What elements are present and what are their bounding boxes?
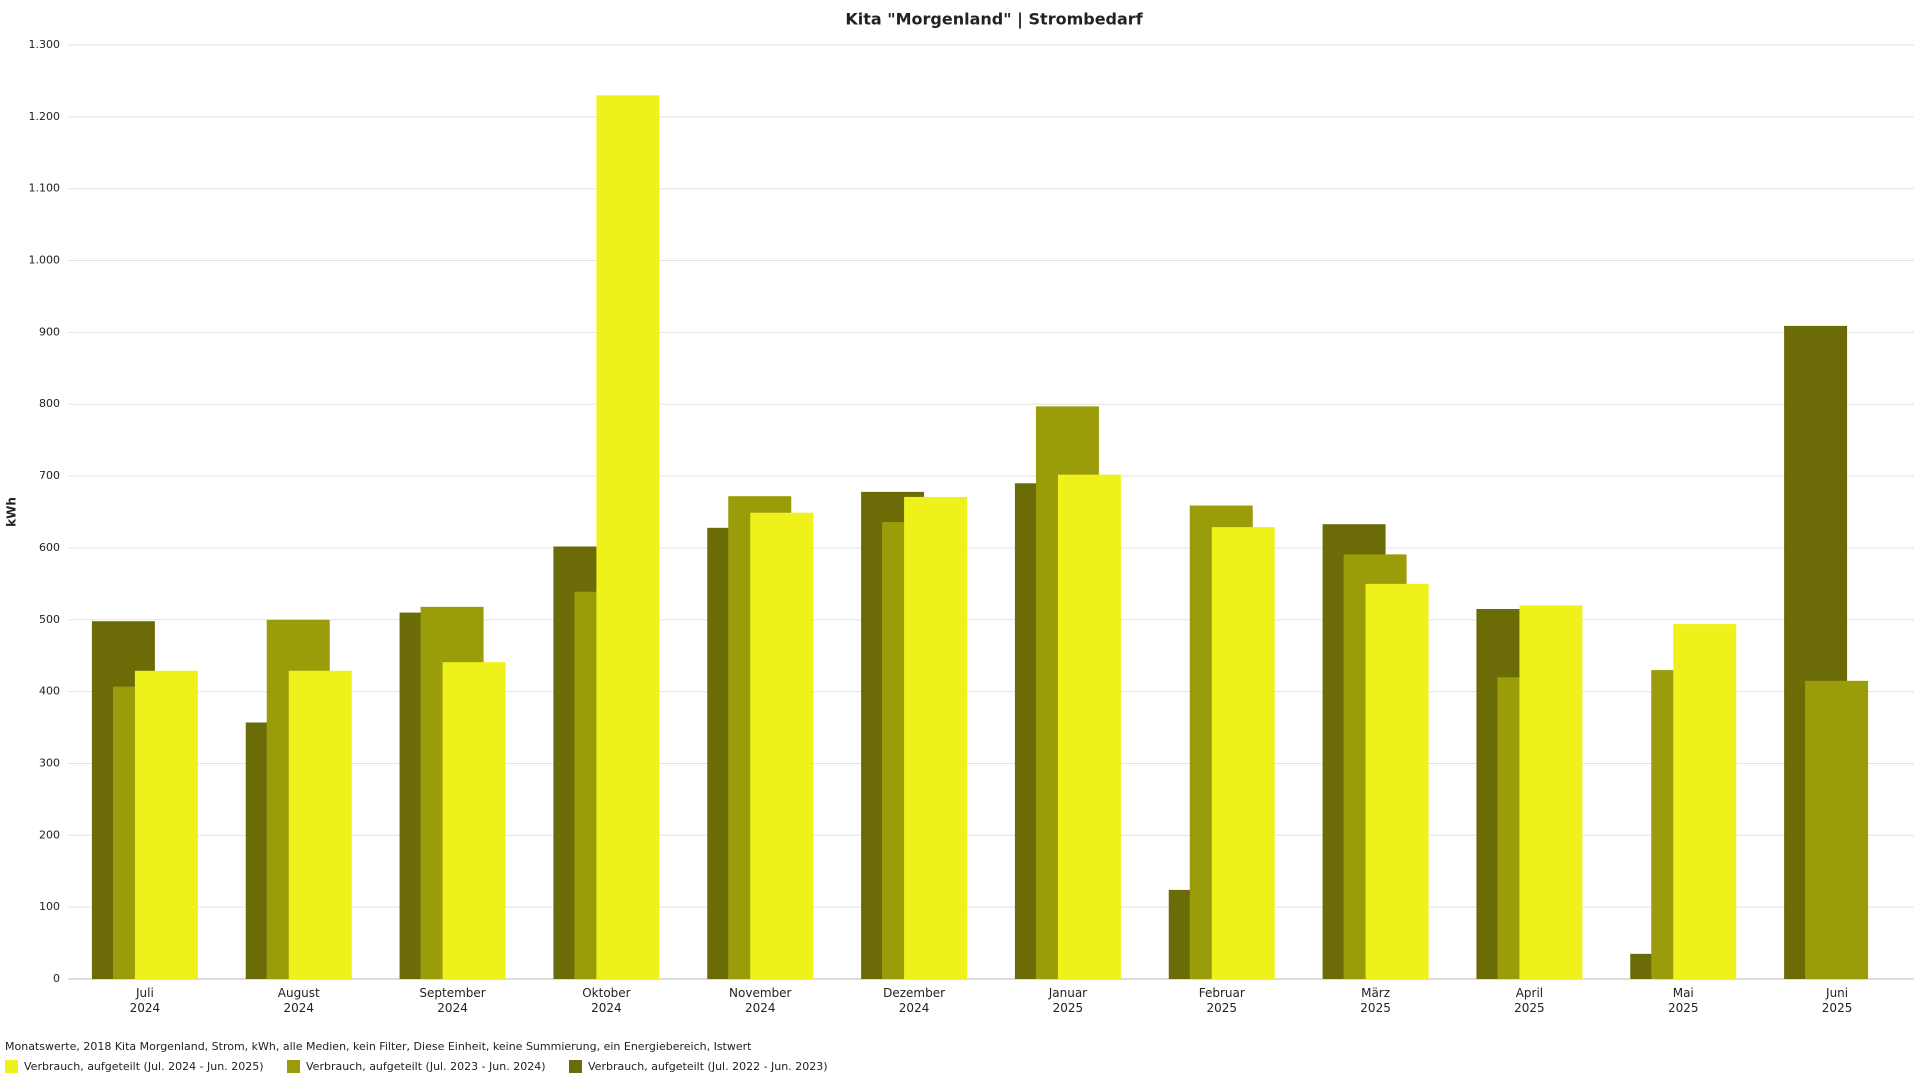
x-tick-year: 2025 <box>1053 1001 1084 1015</box>
y-tick-label: 600 <box>39 541 60 554</box>
y-tick-label: 900 <box>39 325 60 338</box>
y-tick-label: 800 <box>39 397 60 410</box>
chart-title: Kita "Morgenland" | Strombedarf <box>845 10 1143 30</box>
footnote: Monatswerte, 2018 Kita Morgenland, Strom… <box>5 1040 752 1053</box>
legend-swatch <box>287 1060 300 1073</box>
x-tick-label: Juni 2025 <box>1822 986 1853 1015</box>
y-tick-label: 200 <box>39 828 60 841</box>
x-tick-label: April 2025 <box>1514 986 1545 1015</box>
x-tick-label: September 2024 <box>419 986 485 1015</box>
legend-swatch <box>569 1060 582 1073</box>
y-tick-label: 100 <box>39 900 60 913</box>
bar <box>1805 680 1869 979</box>
bar <box>1057 474 1121 979</box>
x-tick-label: Dezember 2024 <box>883 986 945 1015</box>
y-tick-label: 1.300 <box>29 38 61 51</box>
x-tick-month: September <box>419 986 485 1000</box>
x-tick-year: 2024 <box>591 1001 622 1015</box>
x-tick-month: Januar <box>1048 986 1087 1000</box>
x-tick-year: 2024 <box>437 1001 468 1015</box>
y-tick-label: 300 <box>39 756 60 769</box>
y-tick-label: 400 <box>39 685 60 698</box>
bar <box>596 95 660 980</box>
x-tick-label: Januar 2025 <box>1048 986 1087 1015</box>
x-tick-month: März <box>1361 986 1390 1000</box>
bar <box>750 512 814 979</box>
y-tick-label: 1.100 <box>29 182 61 195</box>
bar <box>1519 605 1583 979</box>
x-tick-label: Oktober 2024 <box>582 986 630 1015</box>
x-tick-label: Mai 2025 <box>1668 986 1699 1015</box>
x-tick-year: 2025 <box>1206 1001 1237 1015</box>
legend-label: Verbrauch, aufgeteilt (Jul. 2024 - Jun. … <box>24 1060 264 1073</box>
x-tick-label: November 2024 <box>729 986 791 1015</box>
x-tick-year: 2025 <box>1514 1001 1545 1015</box>
x-tick-month: April <box>1516 986 1543 1000</box>
x-tick-year: 2024 <box>283 1001 314 1015</box>
x-tick-month: November <box>729 986 791 1000</box>
bar <box>1365 583 1429 979</box>
y-tick-label: 1.200 <box>29 110 61 123</box>
x-tick-month: Oktober <box>582 986 630 1000</box>
x-tick-month: Februar <box>1199 986 1245 1000</box>
y-tick-label: 700 <box>39 469 60 482</box>
y-axis-label: kWh <box>5 497 19 527</box>
bar <box>288 670 352 979</box>
y-tick-label: 0 <box>53 972 60 985</box>
x-tick-year: 2024 <box>745 1001 776 1015</box>
bar <box>1211 527 1275 979</box>
x-tick-year: 2024 <box>899 1001 930 1015</box>
x-tick-year: 2025 <box>1360 1001 1391 1015</box>
legend-label: Verbrauch, aufgeteilt (Jul. 2023 - Jun. … <box>306 1060 546 1073</box>
y-tick-label: 500 <box>39 613 60 626</box>
bar <box>134 670 198 979</box>
x-tick-year: 2025 <box>1822 1001 1853 1015</box>
x-tick-month: Mai <box>1673 986 1694 1000</box>
legend-label: Verbrauch, aufgeteilt (Jul. 2022 - Jun. … <box>588 1060 828 1073</box>
x-tick-label: August 2024 <box>278 986 320 1015</box>
x-tick-month: August <box>278 986 320 1000</box>
x-tick-label: Juli 2024 <box>130 986 161 1015</box>
x-tick-month: Dezember <box>883 986 945 1000</box>
bar <box>904 496 968 979</box>
x-tick-year: 2025 <box>1668 1001 1699 1015</box>
x-tick-month: Juni <box>1825 986 1848 1000</box>
x-tick-label: März 2025 <box>1360 986 1391 1015</box>
x-tick-label: Februar 2025 <box>1199 986 1245 1015</box>
x-tick-month: Juli <box>135 986 154 1000</box>
legend-swatch <box>5 1060 18 1073</box>
bar <box>1673 624 1737 979</box>
x-tick-year: 2024 <box>130 1001 161 1015</box>
y-tick-label: 1.000 <box>29 254 61 267</box>
bar <box>442 662 506 979</box>
